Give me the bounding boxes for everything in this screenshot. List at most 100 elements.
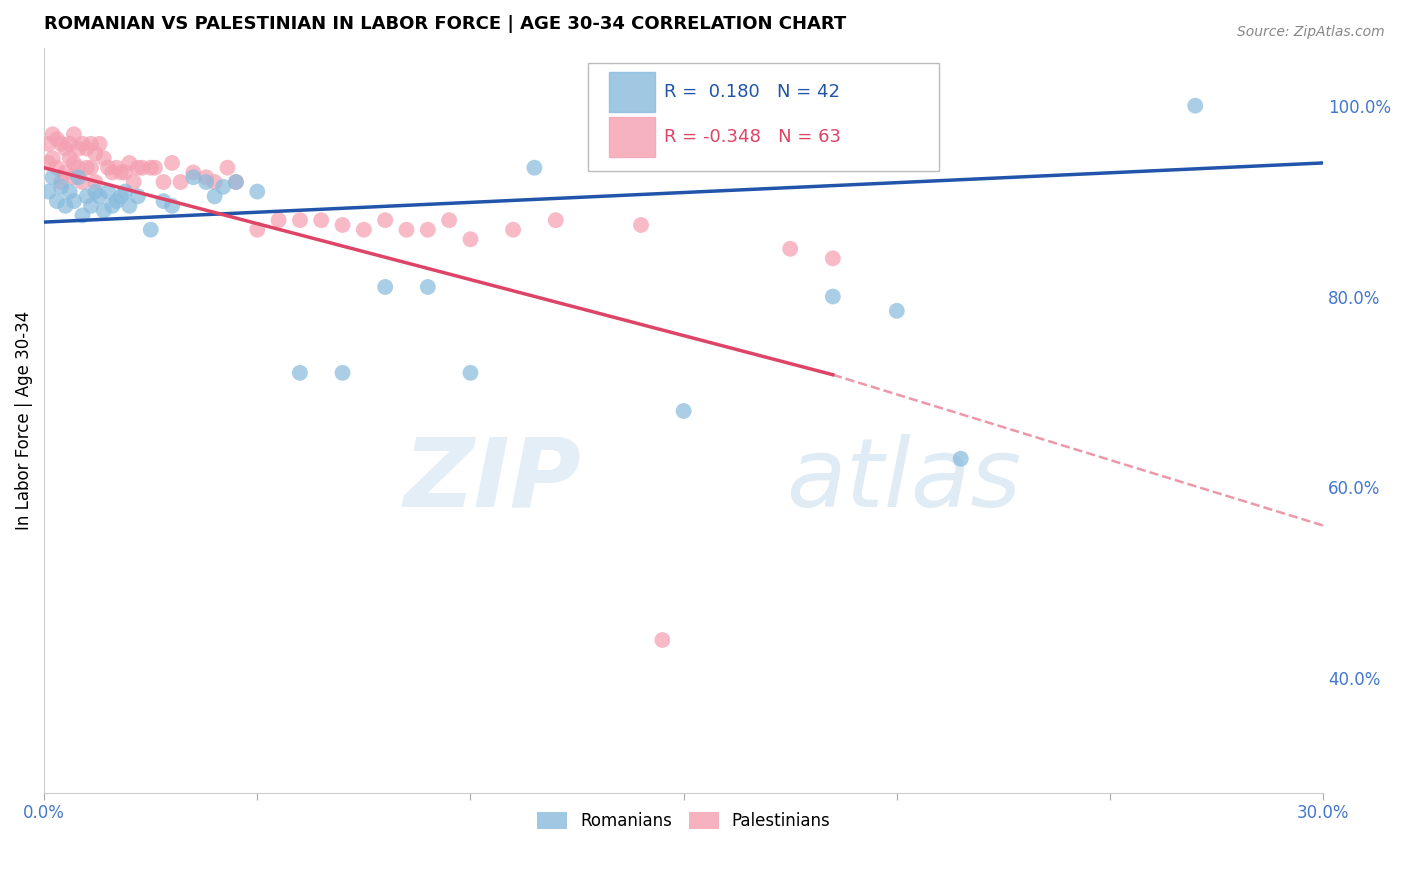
Point	[37, 156, 59, 170]
Text: R =  0.180   N = 42: R = 0.180 N = 42	[665, 83, 841, 101]
Point	[225, 175, 247, 189]
Point	[183, 165, 205, 179]
Point	[195, 175, 218, 189]
FancyBboxPatch shape	[609, 117, 655, 157]
Point	[114, 165, 136, 179]
Point	[41, 170, 63, 185]
Point	[779, 242, 801, 256]
Point	[72, 136, 94, 151]
Point	[139, 223, 162, 237]
Point	[395, 223, 418, 237]
Point	[67, 161, 90, 175]
Point	[63, 170, 86, 185]
Point	[416, 280, 439, 294]
Point	[949, 451, 972, 466]
Point	[122, 175, 145, 189]
Point	[72, 175, 94, 189]
Point	[110, 165, 132, 179]
Point	[588, 156, 610, 170]
Point	[437, 213, 460, 227]
Point	[41, 128, 63, 142]
Point	[55, 165, 77, 179]
Point	[143, 161, 166, 175]
Text: atlas: atlas	[786, 434, 1021, 526]
Point	[139, 161, 162, 175]
Point	[288, 213, 311, 227]
Point	[160, 199, 183, 213]
Point	[51, 175, 73, 189]
Point	[288, 366, 311, 380]
Point	[63, 128, 86, 142]
Point	[374, 213, 396, 227]
Point	[460, 366, 482, 380]
Point	[353, 223, 375, 237]
Point	[63, 156, 86, 170]
Point	[169, 175, 191, 189]
Point	[67, 170, 90, 185]
Point	[84, 146, 107, 161]
Point	[183, 170, 205, 185]
Point	[246, 185, 269, 199]
Point	[51, 179, 73, 194]
Point	[76, 142, 98, 156]
Text: ZIP: ZIP	[404, 434, 581, 526]
Legend: Romanians, Palestinians: Romanians, Palestinians	[530, 805, 837, 837]
Point	[544, 213, 567, 227]
Point	[97, 185, 120, 199]
Point	[51, 136, 73, 151]
Point	[45, 132, 67, 146]
Point	[76, 161, 98, 175]
Point	[110, 189, 132, 203]
Point	[460, 232, 482, 246]
Point	[267, 213, 290, 227]
Point	[55, 199, 77, 213]
Point	[127, 161, 149, 175]
Point	[84, 175, 107, 189]
Point	[309, 213, 332, 227]
Point	[41, 151, 63, 165]
Point	[72, 208, 94, 222]
Point	[84, 185, 107, 199]
Point	[114, 185, 136, 199]
Point	[886, 303, 908, 318]
Point	[651, 632, 673, 647]
Point	[45, 161, 67, 175]
Point	[101, 199, 124, 213]
Point	[37, 185, 59, 199]
Point	[105, 194, 128, 208]
Point	[118, 156, 141, 170]
Point	[672, 404, 695, 418]
Point	[67, 142, 90, 156]
Point	[630, 218, 652, 232]
Point	[821, 252, 844, 266]
Point	[332, 366, 354, 380]
Point	[152, 194, 174, 208]
Point	[101, 165, 124, 179]
Point	[131, 161, 153, 175]
Point	[76, 189, 98, 203]
Point	[37, 136, 59, 151]
Point	[195, 170, 218, 185]
Point	[246, 223, 269, 237]
Point	[502, 223, 524, 237]
Point	[80, 136, 103, 151]
Point	[118, 199, 141, 213]
FancyBboxPatch shape	[588, 63, 939, 171]
Point	[1184, 98, 1206, 112]
Point	[45, 194, 67, 208]
Point	[416, 223, 439, 237]
Point	[59, 151, 82, 165]
Point	[89, 136, 111, 151]
Text: ROMANIAN VS PALESTINIAN IN LABOR FORCE | AGE 30-34 CORRELATION CHART: ROMANIAN VS PALESTINIAN IN LABOR FORCE |…	[44, 15, 846, 33]
Text: R = -0.348   N = 63: R = -0.348 N = 63	[665, 128, 841, 145]
Point	[212, 179, 235, 194]
Point	[80, 161, 103, 175]
Point	[59, 136, 82, 151]
Point	[374, 280, 396, 294]
Point	[332, 218, 354, 232]
Point	[97, 161, 120, 175]
Text: Source: ZipAtlas.com: Source: ZipAtlas.com	[1237, 25, 1385, 39]
Y-axis label: In Labor Force | Age 30-34: In Labor Force | Age 30-34	[15, 311, 32, 530]
Point	[55, 142, 77, 156]
Point	[127, 189, 149, 203]
